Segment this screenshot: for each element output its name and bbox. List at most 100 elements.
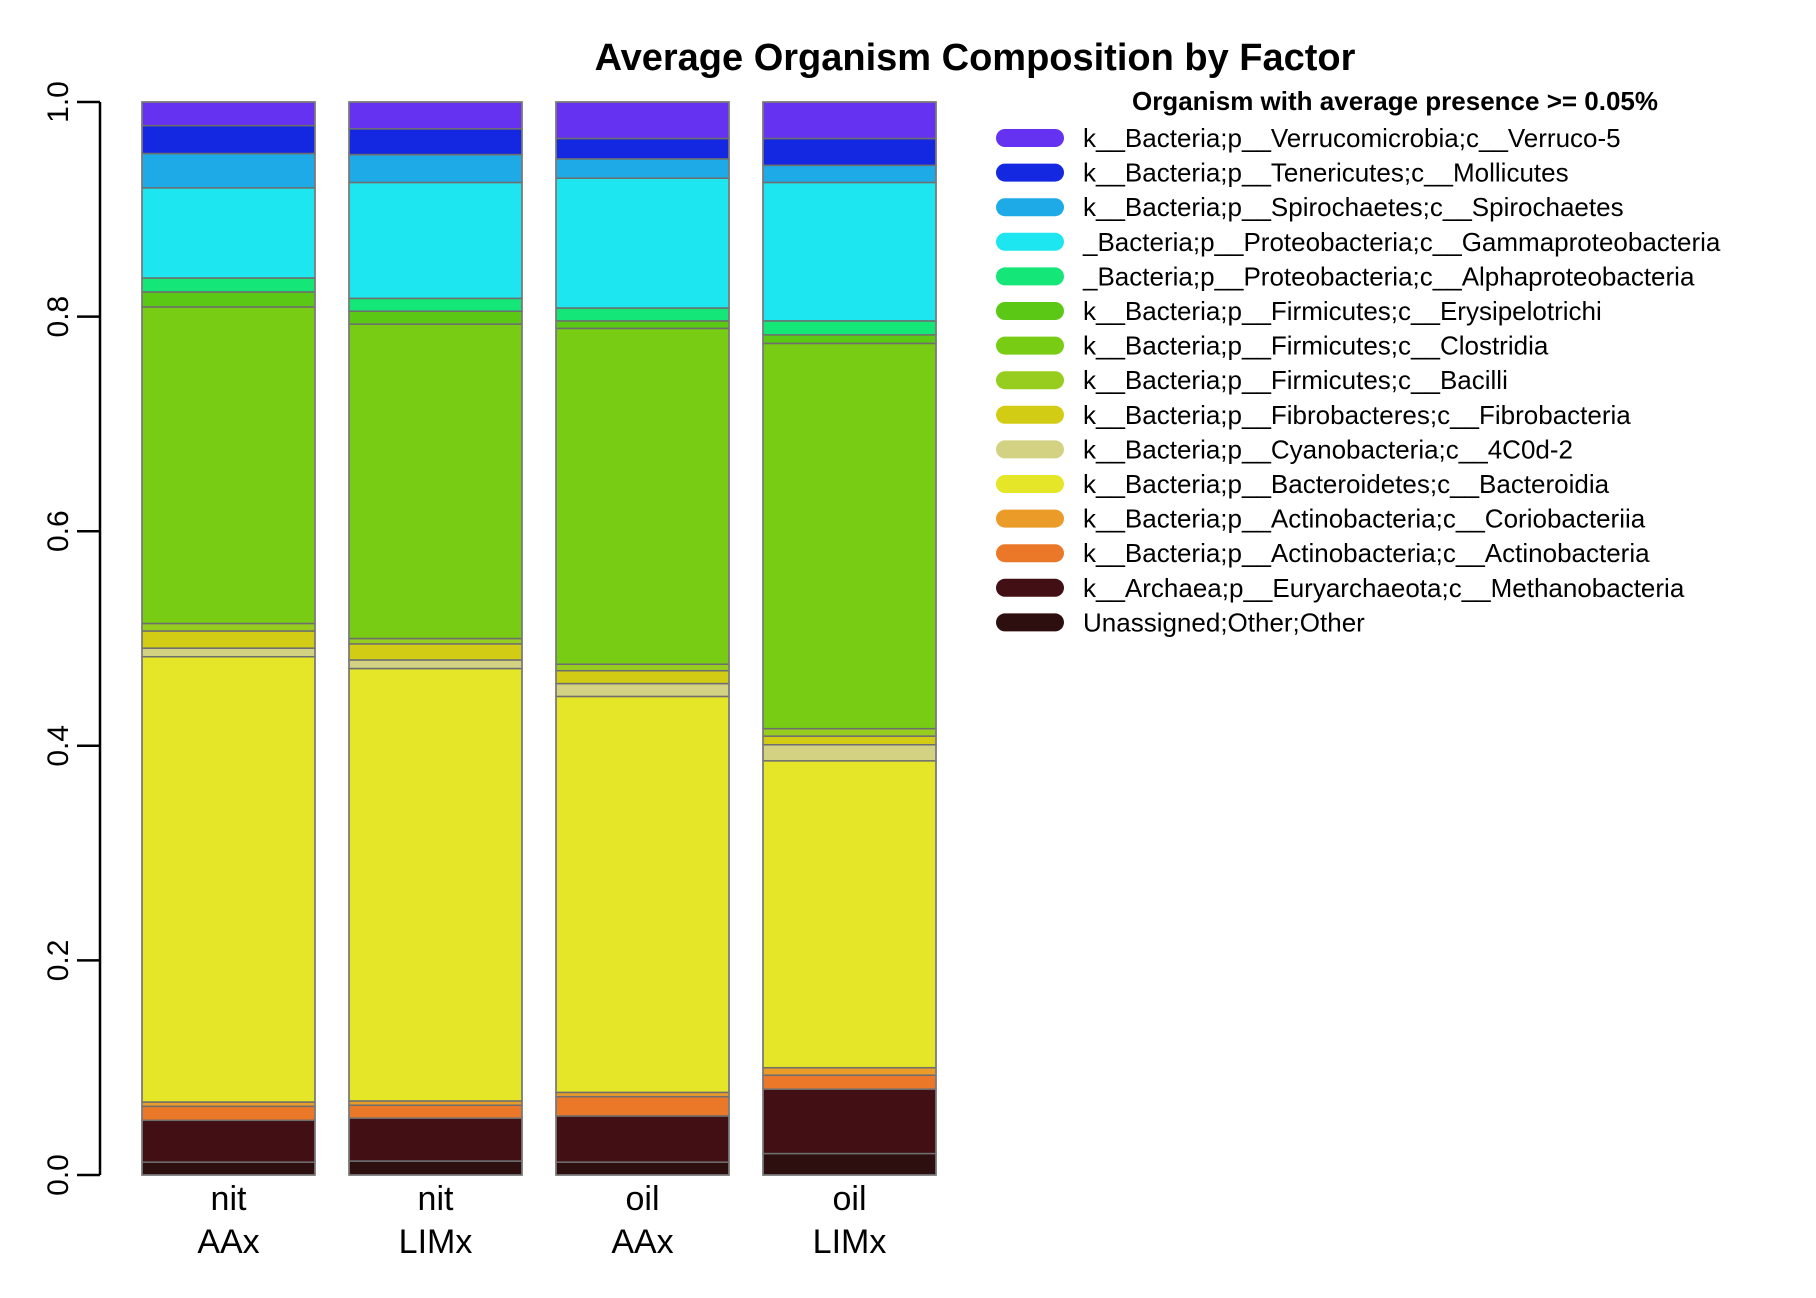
bar-segment (555, 669, 730, 685)
legend-label: k__Bacteria;p__Actinobacteria;c__Actinob… (1083, 538, 1650, 568)
legend-item: k__Bacteria;p__Verrucomicrobia;c__Verruc… (996, 123, 1621, 153)
bar-outline (555, 101, 730, 1176)
legend-label: k__Bacteria;p__Verrucomicrobia;c__Verruc… (1083, 123, 1621, 153)
legend-swatch (996, 405, 1064, 424)
legend-item: k__Bacteria;p__Firmicutes;c__Clostridia (996, 331, 1549, 361)
legend-label: k__Bacteria;p__Spirochaetes;c__Spirochae… (1083, 192, 1624, 222)
legend-swatch (996, 578, 1064, 597)
bar-segment (555, 307, 730, 322)
bar-segment (555, 1095, 730, 1117)
bar-segment (762, 164, 937, 184)
legend-item: k__Bacteria;p__Actinobacteria;c__Actinob… (996, 538, 1650, 568)
legend-label: k__Bacteria;p__Firmicutes;c__Bacilli (1083, 365, 1508, 395)
bar-segment (348, 637, 523, 645)
x-tick-label: nit (418, 1180, 454, 1218)
bar-segment (141, 277, 316, 293)
y-tick-label: 1.0 (42, 81, 75, 123)
bar-segment (141, 187, 316, 279)
bar-segment (141, 1105, 316, 1122)
legend-swatch (996, 336, 1064, 355)
legend-title: Organism with average presence >= 0.05% (1132, 86, 1658, 116)
legend-swatch (996, 129, 1064, 147)
bar-segment (762, 1088, 937, 1155)
legend-swatch (996, 267, 1064, 286)
y-tick-label: 0.2 (42, 940, 75, 982)
bar-segment (348, 667, 523, 1102)
bar-segment (141, 124, 316, 155)
legend-swatch (996, 302, 1064, 320)
bar-segment (762, 760, 937, 1069)
bar-segment (141, 1119, 316, 1163)
bar-segment (762, 342, 937, 730)
legend-swatch (996, 163, 1064, 182)
legend-item: k__Bacteria;p__Firmicutes;c__Bacilli (996, 365, 1508, 395)
bar-segment (555, 663, 730, 672)
legend-label: k__Bacteria;p__Bacteroidetes;c__Bacteroi… (1083, 469, 1610, 499)
bar-segment (141, 101, 316, 127)
legend-item: k__Bacteria;p__Bacteroidetes;c__Bacteroi… (996, 469, 1610, 499)
bar-segment (141, 152, 316, 189)
bar-segment (348, 643, 523, 661)
legend-swatch (996, 475, 1064, 493)
bar-segment (555, 682, 730, 698)
bar-segment (762, 735, 937, 746)
bar-segment (348, 1117, 523, 1162)
legend: Organism with average presence >= 0.05% … (996, 86, 1721, 637)
x-tick-label: LIMx (399, 1223, 473, 1261)
legend-label: k__Bacteria;p__Fibrobacteres;c__Fibrobac… (1083, 400, 1631, 430)
legend-swatch (996, 613, 1064, 632)
legend-label: _Bacteria;p__Proteobacteria;c__Alphaprot… (1082, 261, 1695, 291)
legend-swatch (996, 544, 1064, 563)
bar-segment (348, 128, 523, 156)
legend-item: _Bacteria;p__Proteobacteria;c__Gammaprot… (996, 227, 1721, 257)
chart-title: Average Organism Composition by Factor (595, 37, 1356, 79)
legend-swatch (996, 509, 1064, 528)
legend-label: k__Bacteria;p__Firmicutes;c__Erysipelotr… (1083, 296, 1602, 326)
legend-label: k__Bacteria;p__Tenericutes;c__Mollicutes (1083, 158, 1569, 188)
legend-label: k__Bacteria;p__Cyanobacteria;c__4C0d-2 (1083, 434, 1573, 464)
bar-outline (762, 101, 937, 1176)
bar-segment (555, 327, 730, 666)
bar-segment (348, 310, 523, 325)
bar-segment (555, 695, 730, 1094)
bar-segment (141, 647, 316, 658)
x-axis-labels: nit AAx nit LIMx oil AAx oil LIMx (197, 1180, 886, 1261)
y-tick-label: 0.8 (42, 296, 75, 338)
legend-item: k__Bacteria;p__Fibrobacteres;c__Fibrobac… (996, 400, 1631, 430)
bar-segment (762, 181, 937, 322)
legend-item: k__Archaea;p__Euryarchaeota;c__Methanoba… (996, 573, 1685, 603)
bar-segment (762, 101, 937, 140)
legend-swatch (996, 232, 1064, 251)
bar-segment (555, 101, 730, 140)
bar-segment (762, 1074, 937, 1090)
bar-segment (555, 1161, 730, 1176)
legend-item: k__Bacteria;p__Firmicutes;c__Erysipelotr… (996, 296, 1602, 326)
x-tick-label: nit (211, 1180, 247, 1218)
x-tick-label: oil (625, 1180, 659, 1218)
legend-item: Unassigned;Other;Other (996, 607, 1365, 637)
legend-label: k__Bacteria;p__Firmicutes;c__Clostridia (1083, 331, 1549, 361)
legend-label: Unassigned;Other;Other (1083, 607, 1365, 637)
legend-item: k__Bacteria;p__Cyanobacteria;c__4C0d-2 (996, 434, 1573, 464)
bar-stack (348, 101, 523, 1176)
legend-swatch (996, 440, 1064, 459)
bar-segment (348, 323, 523, 640)
bar-stack (141, 101, 316, 1176)
bar-segment (762, 334, 937, 345)
legend-item: k__Bacteria;p__Actinobacteria;c__Corioba… (996, 504, 1646, 534)
x-tick-label: AAx (197, 1223, 259, 1261)
bar-stack (762, 101, 937, 1176)
bar-segment (348, 659, 523, 670)
legend-swatch (996, 198, 1064, 217)
bar-segment (762, 1066, 937, 1076)
bar-outline (141, 101, 316, 1176)
bar-segment (348, 181, 523, 300)
bar-segment (348, 101, 523, 130)
bar-segment (762, 137, 937, 167)
y-tick-label: 0.4 (42, 725, 75, 767)
bar-segment (141, 306, 316, 625)
bar-stack (555, 101, 730, 1176)
legend-label: k__Archaea;p__Euryarchaeota;c__Methanoba… (1083, 573, 1685, 603)
bar-segment (762, 320, 937, 336)
